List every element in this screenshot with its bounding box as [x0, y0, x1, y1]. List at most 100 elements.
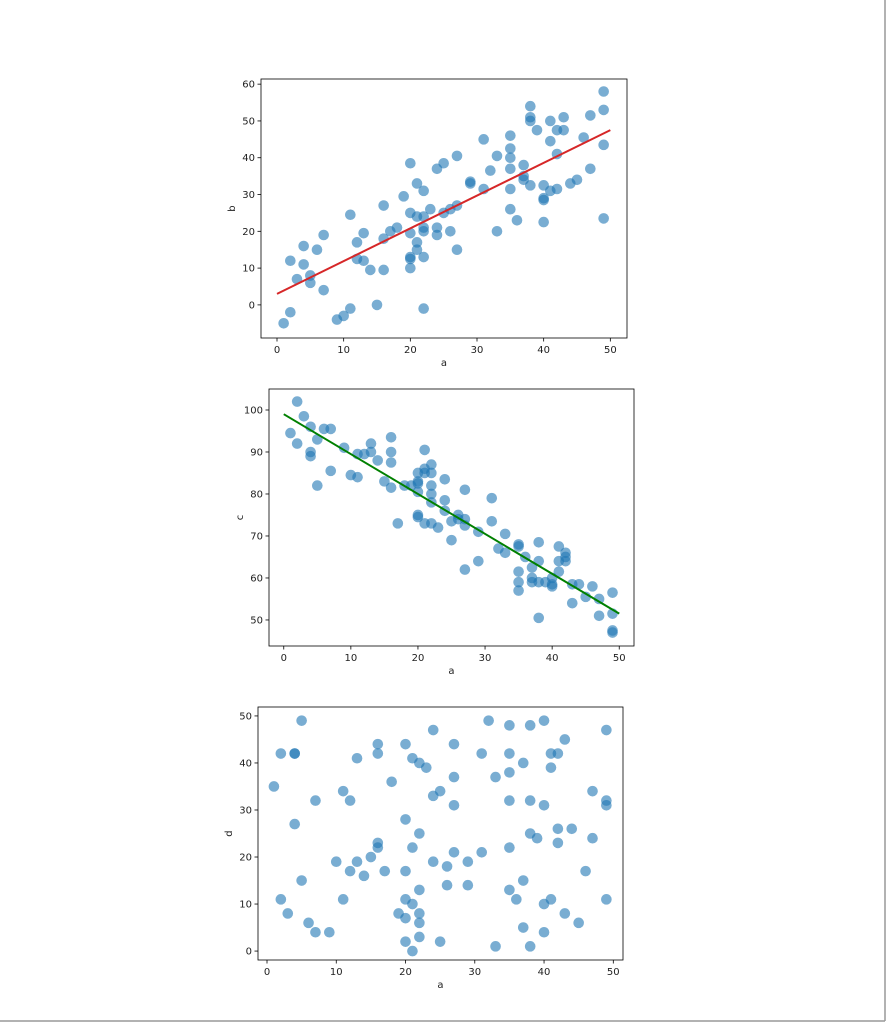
scatter-point	[587, 832, 598, 844]
scatter-point	[414, 917, 425, 929]
scatter-point	[585, 163, 596, 175]
scatter-point	[351, 856, 363, 868]
scatter-point	[545, 115, 556, 127]
scatter-point	[504, 884, 515, 896]
scatter-point	[538, 799, 550, 811]
scatter-point	[505, 152, 516, 164]
scatter-point	[414, 908, 425, 919]
x-tick-label: 50	[604, 345, 617, 356]
scatter-point	[391, 222, 403, 233]
y-tick-label: 70	[250, 531, 263, 542]
y-axis-label: c	[235, 515, 246, 521]
scatter-point	[431, 222, 443, 233]
scatter-point	[441, 861, 453, 872]
x-tick-label: 10	[344, 653, 357, 664]
scatter-point	[533, 612, 545, 624]
scatter-point	[451, 244, 463, 256]
x-tick-label: 30	[471, 345, 484, 356]
scatter-point	[465, 176, 476, 187]
scatter-point	[478, 134, 489, 145]
scatter-point	[298, 410, 310, 422]
scatter-point	[601, 799, 612, 811]
scatter-point	[275, 894, 287, 905]
scatter-point	[412, 478, 424, 489]
scatter-point	[585, 110, 596, 121]
scatter-point	[448, 799, 460, 811]
scatter-point	[553, 541, 565, 552]
scatter-point	[476, 847, 488, 858]
y-tick-label: 20	[242, 227, 255, 238]
scatter-point	[289, 818, 301, 830]
y-axis-label: b	[227, 205, 238, 211]
scatter-point	[318, 284, 329, 296]
scatter-point	[411, 178, 423, 189]
scatter-point	[285, 427, 296, 439]
scatter-point	[400, 912, 411, 924]
x-tick-label: 40	[546, 653, 559, 664]
scatter-point	[517, 922, 529, 933]
y-tick-label: 50	[239, 711, 252, 722]
scatter-point	[285, 306, 296, 318]
scatter-point	[407, 945, 418, 957]
scatter-point	[598, 213, 609, 224]
scatter-point	[432, 522, 444, 533]
scatter-point	[365, 438, 377, 449]
scatter-point	[538, 926, 550, 938]
scatter-point	[400, 814, 411, 825]
y-tick-label: 80	[250, 489, 263, 500]
scatter-point	[517, 757, 529, 769]
y-tick-label: 20	[239, 853, 252, 864]
scatter-point	[504, 795, 515, 806]
x-tick-label: 0	[264, 967, 270, 978]
scatter-point	[499, 547, 511, 559]
scatter-point	[558, 124, 569, 136]
x-tick-label: 30	[468, 967, 481, 978]
scatter-point	[372, 455, 383, 466]
scatter-point	[441, 879, 453, 891]
scatter-point	[414, 931, 425, 943]
x-axis-label: a	[437, 980, 443, 991]
scatter-point	[587, 581, 598, 592]
x-tick-label: 10	[337, 345, 350, 356]
scatter-point	[414, 828, 425, 839]
scatter-point	[587, 785, 598, 797]
scatter-point	[425, 203, 436, 215]
scatter-point	[504, 767, 515, 778]
x-tick-label: 40	[538, 967, 551, 978]
scatter-point	[462, 856, 474, 868]
scatter-point	[278, 317, 289, 329]
x-axis-label: a	[448, 666, 454, 677]
scatter-point	[400, 936, 411, 947]
x-tick-label: 0	[281, 653, 287, 664]
x-tick-label: 0	[274, 345, 280, 356]
scatter-point	[337, 785, 349, 797]
scatter-point	[531, 832, 543, 844]
scatter-point	[552, 837, 564, 849]
scatter-point	[526, 562, 538, 573]
scatter-point	[405, 251, 416, 263]
scatter-point	[598, 139, 609, 151]
scatter-point	[385, 457, 397, 468]
scatter-point	[552, 748, 564, 759]
scatter-point	[517, 875, 529, 886]
scatter-point	[598, 104, 609, 116]
y-tick-label: 0	[246, 947, 252, 958]
scatter-point	[379, 476, 390, 487]
scatter-point	[445, 226, 456, 237]
scatter-point	[531, 124, 543, 136]
scatter-point	[268, 781, 280, 792]
scatter-point	[598, 86, 609, 97]
scatter-point	[305, 277, 316, 289]
scatter-point	[459, 484, 471, 496]
scatter-point	[538, 192, 549, 204]
scatter-point	[418, 222, 429, 233]
scatter-point	[499, 528, 511, 540]
scatter-point	[546, 581, 558, 592]
scatter-point	[372, 842, 384, 853]
scatter-point	[573, 917, 584, 929]
scatter-point	[385, 482, 397, 493]
scatter-point	[560, 551, 571, 563]
scatter-point	[303, 917, 314, 929]
scatter-point	[473, 555, 484, 567]
scatter-point	[358, 870, 370, 882]
